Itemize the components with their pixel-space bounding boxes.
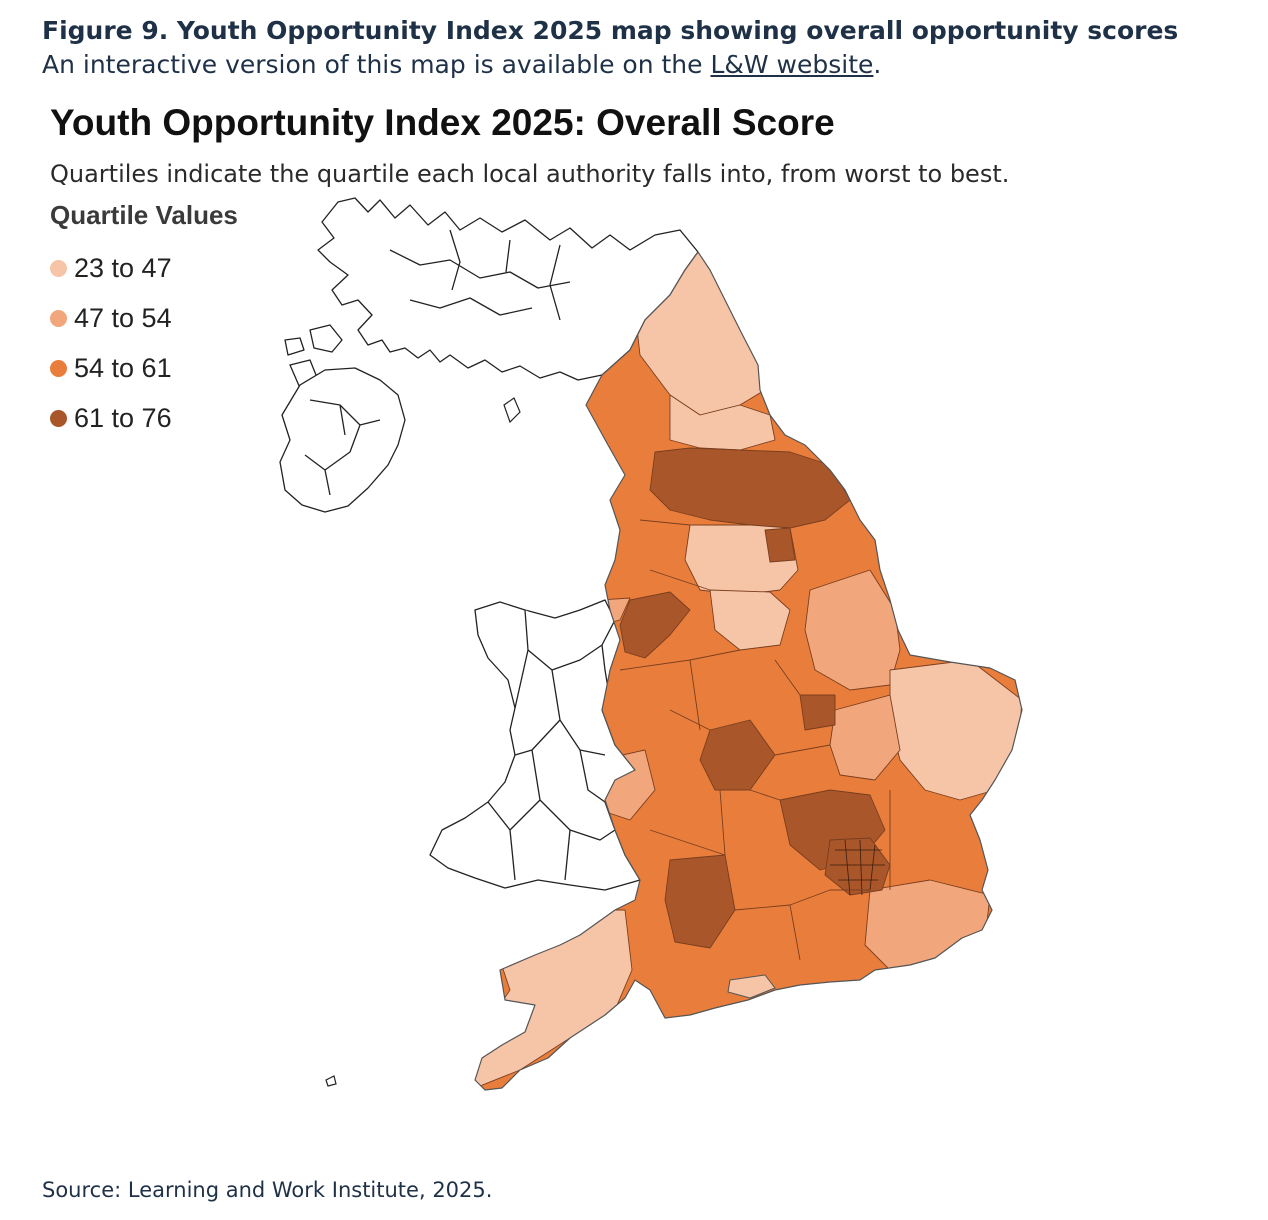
scotland-outline xyxy=(284,197,699,389)
legend-item-q2[interactable]: 47 to 54 xyxy=(50,293,238,343)
map-subtitle: Quartiles indicate the quartile each loc… xyxy=(50,160,1010,188)
legend-label-q2: 47 to 54 xyxy=(74,302,172,333)
source-note: Source: Learning and Work Institute, 202… xyxy=(42,1178,493,1202)
legend-swatch-q1 xyxy=(50,259,67,277)
subheading-prefix: An interactive version of this map is av… xyxy=(42,50,711,79)
map-svg xyxy=(279,197,1023,1091)
isles-of-scilly-outline xyxy=(325,1075,337,1087)
legend-label-q4: 61 to 76 xyxy=(74,402,172,433)
map-title: Youth Opportunity Index 2025: Overall Sc… xyxy=(50,102,835,143)
isle-of-man-outline xyxy=(503,397,521,424)
england-outline xyxy=(474,251,1023,1091)
lw-website-link[interactable]: L&W website xyxy=(710,50,874,79)
northern-ireland-outline xyxy=(279,367,406,513)
map-legend: Quartile Values 23 to 47 47 to 54 54 to … xyxy=(50,200,238,443)
legend-title: Quartile Values xyxy=(50,200,238,230)
isle-of-wight xyxy=(727,974,776,999)
wales-outline xyxy=(429,599,641,891)
legend-swatch-q2 xyxy=(50,309,67,327)
legend-swatch-q3 xyxy=(50,359,67,377)
legend-label-q3: 54 to 61 xyxy=(74,352,172,383)
figure-heading: Figure 9. Youth Opportunity Index 2025 m… xyxy=(42,16,1179,45)
legend-item-q3[interactable]: 54 to 61 xyxy=(50,343,238,393)
subheading-suffix: . xyxy=(873,50,882,79)
legend-swatch-q4 xyxy=(50,409,67,427)
legend-item-q4[interactable]: 61 to 76 xyxy=(50,393,238,443)
legend-item-q1[interactable]: 23 to 47 xyxy=(50,243,238,293)
legend-label-q1: 23 to 47 xyxy=(74,252,172,283)
figure-subheading: An interactive version of this map is av… xyxy=(42,50,881,79)
choropleth-map[interactable] xyxy=(270,190,1050,1100)
